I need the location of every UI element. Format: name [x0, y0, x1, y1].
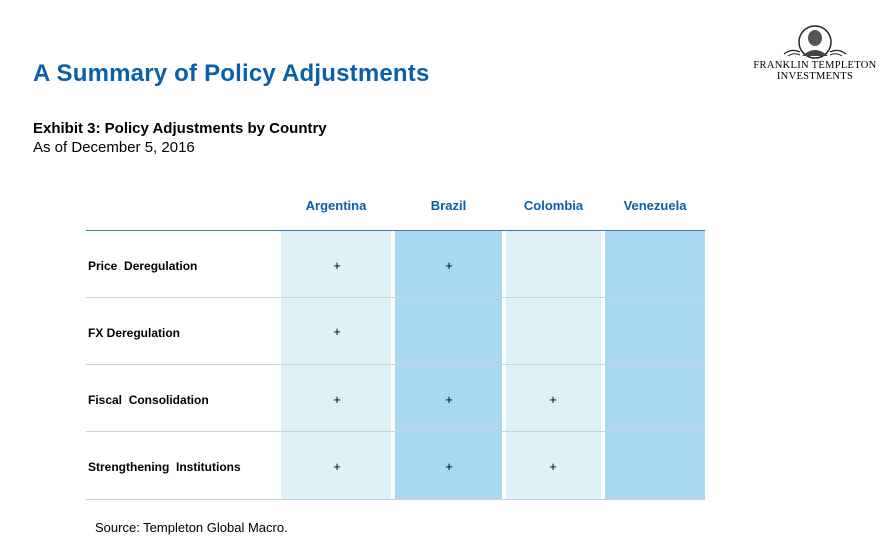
row-divider: [86, 297, 705, 298]
row-divider: [86, 499, 705, 500]
column-header-venezuela: Venezuela: [623, 198, 687, 213]
table-cell-mark: +: [333, 258, 341, 273]
logo-line-1: FRANKLIN TEMPLETON: [753, 60, 877, 71]
table-cell-mark: +: [445, 258, 453, 273]
column-bg-brazil: [395, 231, 502, 499]
row-divider: [86, 431, 705, 432]
table-cell-mark: +: [549, 392, 557, 407]
table-cell-mark: +: [333, 324, 341, 339]
column-bg-venezuela: [605, 231, 705, 499]
table-cell-mark: +: [333, 392, 341, 407]
franklin-portrait-icon: [783, 25, 847, 59]
header-rule: [86, 230, 705, 231]
exhibit-date: As of December 5, 2016: [33, 139, 195, 156]
column-header-colombia: Colombia: [523, 198, 584, 213]
row-label-fiscal-consolidation: Fiscal Consolidation: [88, 393, 209, 407]
row-divider: [86, 364, 705, 365]
row-label-fx-deregulation: FX Deregulation: [88, 326, 181, 340]
table-cell-mark: +: [445, 459, 453, 474]
table-cell-mark: +: [445, 392, 453, 407]
source-note: Source: Templeton Global Macro.: [95, 520, 288, 535]
table-cell-mark: +: [333, 459, 341, 474]
page-title: A Summary of Policy Adjustments: [33, 60, 430, 87]
column-bg-colombia: [506, 231, 601, 499]
column-header-argentina: Argentina: [305, 198, 367, 213]
exhibit-title: Exhibit 3: Policy Adjustments by Country: [33, 120, 327, 137]
logo-line-2: INVESTMENTS: [776, 71, 854, 82]
table-cell-mark: +: [549, 459, 557, 474]
column-header-brazil: Brazil: [430, 198, 467, 213]
row-label-price-deregulation: Price Deregulation: [88, 259, 198, 273]
row-label-strengthening-institutions: Strengthening Institutions: [88, 460, 241, 474]
column-bg-argentina: [281, 231, 391, 499]
franklin-templeton-logo: FRANKLIN TEMPLETON INVESTMENTS: [745, 18, 885, 88]
